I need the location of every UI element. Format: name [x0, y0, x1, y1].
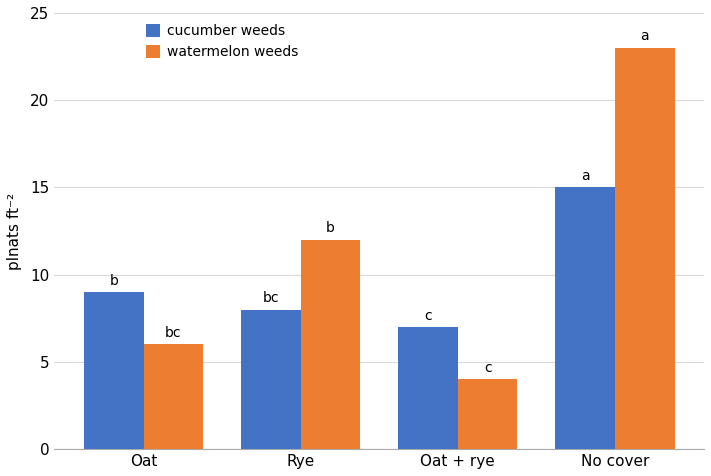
- Text: b: b: [109, 274, 118, 288]
- Text: a: a: [641, 30, 649, 43]
- Bar: [241, 309, 301, 449]
- Text: bc: bc: [165, 326, 182, 340]
- Y-axis label: plnats ft⁻²: plnats ft⁻²: [7, 192, 22, 269]
- Bar: [458, 379, 518, 449]
- Text: b: b: [326, 221, 335, 236]
- Bar: [398, 327, 458, 449]
- Legend: cucumber weeds, watermelon weeds: cucumber weeds, watermelon weeds: [146, 24, 298, 59]
- Bar: [555, 188, 615, 449]
- Text: c: c: [483, 361, 491, 375]
- Text: bc: bc: [262, 291, 279, 305]
- Bar: [144, 345, 203, 449]
- Text: c: c: [424, 308, 432, 323]
- Bar: [301, 240, 360, 449]
- Bar: [84, 292, 144, 449]
- Bar: [615, 48, 675, 449]
- Text: a: a: [581, 169, 589, 183]
